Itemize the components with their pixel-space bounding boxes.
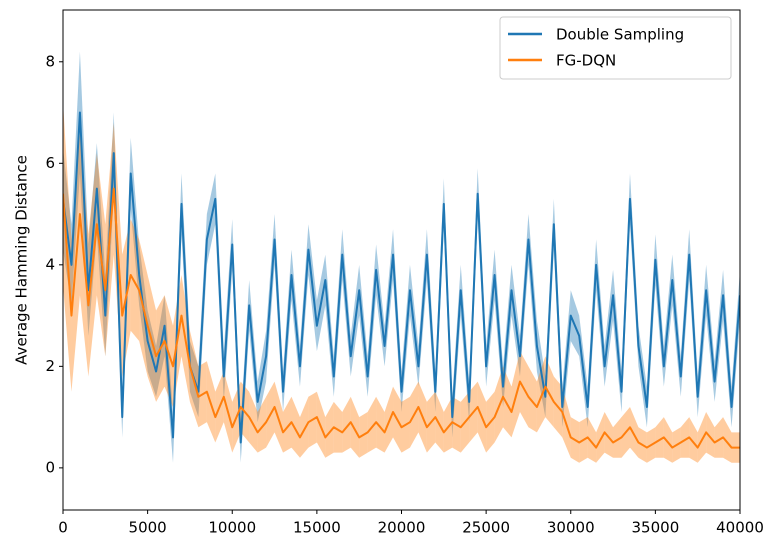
- error-band: [350, 396, 360, 458]
- error-band: [528, 366, 537, 433]
- legend-box: [499, 16, 732, 80]
- error-band: [333, 401, 343, 453]
- error-band: [613, 417, 622, 458]
- legend-label: FG-DQN: [556, 52, 616, 70]
- error-band: [299, 396, 309, 458]
- error-band: [596, 412, 605, 463]
- error-band: [723, 417, 732, 463]
- x-tick-label: 10000: [208, 519, 256, 537]
- error-band: [663, 417, 673, 463]
- y-tick-label: 2: [45, 357, 55, 375]
- x-tick-label: 35000: [632, 519, 680, 537]
- y-tick-label: 8: [45, 52, 55, 70]
- error-band: [435, 391, 444, 453]
- error-band: [249, 391, 258, 453]
- error-band: [604, 412, 614, 458]
- error-band: [443, 396, 453, 453]
- data-line: [63, 111, 740, 444]
- y-axis-label: Average Hamming Distance: [13, 155, 31, 365]
- data-line: [63, 187, 740, 449]
- error-band: [655, 417, 664, 458]
- error-band: [376, 396, 385, 453]
- error-band: [697, 412, 707, 463]
- error-band: [587, 417, 597, 463]
- y-tick-label: 6: [45, 154, 55, 172]
- error-band: [342, 396, 351, 453]
- x-tick-label: 20000: [378, 519, 426, 537]
- error-band: [283, 396, 292, 453]
- x-tick-label: 40000: [716, 519, 764, 537]
- x-tick-label: 30000: [547, 519, 595, 537]
- error-band: [291, 396, 300, 458]
- y-tick-label: 4: [45, 255, 55, 273]
- error-band: [325, 401, 334, 458]
- error-band: [257, 396, 267, 453]
- error-band: [714, 417, 724, 458]
- error-band: [680, 417, 690, 458]
- error-band: [629, 406, 639, 458]
- x-tick-label: 0: [58, 519, 68, 537]
- error-band: [689, 417, 698, 463]
- legend-label: Double Sampling: [556, 26, 684, 44]
- x-tick-label: 25000: [462, 519, 510, 537]
- error-band: [706, 412, 715, 458]
- y-tick-label: 0: [45, 458, 55, 476]
- error-band: [367, 396, 377, 453]
- error-band: [503, 366, 512, 438]
- x-tick-label: 15000: [293, 519, 341, 537]
- x-tick-label: 5000: [129, 519, 167, 537]
- plot-area: [63, 51, 740, 463]
- error-band: [130, 219, 140, 341]
